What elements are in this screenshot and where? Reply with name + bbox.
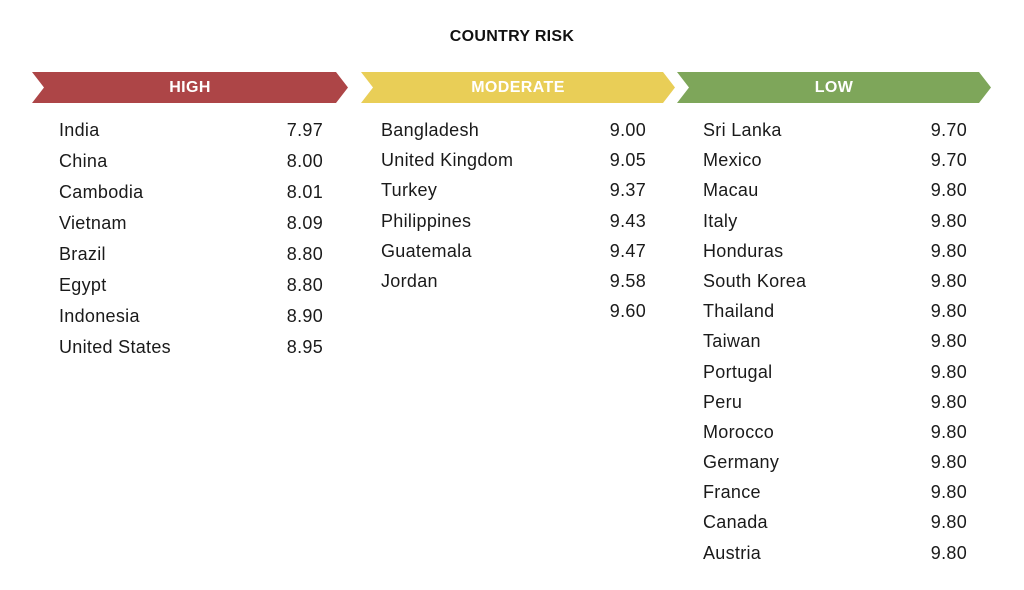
- table-row: Portugal 9.80: [703, 359, 967, 389]
- table-row: Jordan 9.58: [381, 268, 646, 298]
- country-name: Honduras: [703, 240, 784, 261]
- table-row: Thailand 9.80: [703, 298, 967, 328]
- table-row: Italy 9.80: [703, 208, 967, 238]
- risk-score: 8.01: [286, 182, 323, 202]
- table-row: United Kingdom 9.05: [381, 147, 646, 177]
- table-row: France 9.80: [703, 479, 967, 509]
- risk-column-low: LOW Sri Lanka 9.70 Mexico 9.70 Macau 9.80 Ital…: [677, 72, 991, 570]
- risk-rows-low: Sri Lanka 9.70 Mexico 9.70 Macau 9.80 Italy 9.8…: [703, 117, 967, 570]
- country-name: China: [59, 151, 108, 171]
- risk-score: 8.95: [286, 337, 323, 357]
- table-row: China 8.00: [59, 148, 323, 179]
- risk-score: 9.70: [930, 150, 967, 171]
- risk-score: 9.80: [930, 482, 967, 503]
- table-row: Macau 9.80: [703, 177, 967, 207]
- country-name: South Korea: [703, 270, 807, 291]
- risk-score: 8.80: [286, 275, 323, 295]
- risk-column-high: HIGH India 7.97 China 8.00 Cambodia 8.01 Vietn…: [32, 72, 348, 365]
- risk-rows-moderate: Bangladesh 9.00 United Kingdom 9.05 Turkey 9.…: [381, 117, 646, 328]
- country-name: Taiwan: [703, 331, 761, 352]
- table-row: Honduras 9.80: [703, 238, 967, 268]
- country-name: France: [703, 482, 761, 503]
- risk-banner-high: HIGH: [32, 72, 348, 103]
- country-name: United States: [59, 337, 171, 357]
- country-name: Turkey: [381, 180, 438, 201]
- country-name: Indonesia: [59, 306, 140, 326]
- risk-score: 8.00: [286, 151, 323, 171]
- risk-score: 9.43: [609, 210, 646, 231]
- risk-score: 9.80: [930, 270, 967, 291]
- risk-score: 9.80: [930, 331, 967, 352]
- table-row: Turkey 9.37: [381, 177, 646, 207]
- chart-title: COUNTRY RISK: [449, 28, 575, 45]
- country-name: Guatemala: [381, 240, 472, 261]
- risk-score: 9.80: [930, 421, 967, 442]
- country-name: Germany: [703, 452, 780, 473]
- risk-score: 7.97: [286, 120, 323, 140]
- table-row: Brazil 8.80: [59, 241, 323, 272]
- risk-score: 8.80: [286, 244, 323, 264]
- country-name: United Kingdom: [381, 150, 514, 171]
- table-row: Morocco 9.80: [703, 419, 967, 449]
- table-row: Vietnam 8.09: [59, 210, 323, 241]
- risk-score: 9.80: [930, 452, 967, 473]
- risk-score: 9.80: [930, 301, 967, 322]
- risk-column-moderate: MODERATE Bangladesh 9.00 United Kingdom 9.0…: [361, 72, 675, 328]
- risk-score: 9.80: [930, 210, 967, 231]
- table-row: South Korea 9.80: [703, 268, 967, 298]
- risk-score: 9.80: [930, 361, 967, 382]
- risk-score: 9.37: [609, 180, 646, 201]
- table-row: Bangladesh 9.00: [381, 117, 646, 147]
- country-name: Macau: [703, 180, 759, 201]
- country-name: Cambodia: [59, 182, 144, 202]
- table-row: Peru 9.80: [703, 389, 967, 419]
- risk-score: 9.80: [930, 180, 967, 201]
- table-row: India 7.97: [59, 117, 323, 148]
- table-row: Canada 9.80: [703, 509, 967, 539]
- country-name: Portugal: [703, 361, 773, 382]
- risk-score: 9.80: [930, 512, 967, 533]
- table-row: Indonesia 8.90: [59, 303, 323, 334]
- table-row: Sri Lanka 9.70: [703, 117, 967, 147]
- risk-banner-moderate: MODERATE: [361, 72, 675, 103]
- risk-score: 9.80: [930, 391, 967, 412]
- risk-score: 9.60: [609, 301, 646, 322]
- risk-score: 9.58: [609, 270, 646, 291]
- table-row: Egypt 8.80: [59, 272, 323, 303]
- table-row: Guatemala 9.47: [381, 238, 646, 268]
- country-name: Egypt: [59, 275, 107, 295]
- country-name: Sri Lanka: [703, 120, 782, 140]
- risk-rows-high: India 7.97 China 8.00 Cambodia 8.01 Vietnam 8.0…: [59, 117, 323, 365]
- country-name: Italy: [703, 210, 738, 231]
- country-name: Mexico: [703, 150, 762, 171]
- country-name: Bangladesh: [381, 120, 480, 140]
- table-row: United States 8.95: [59, 334, 323, 365]
- country-name: Thailand: [703, 301, 775, 322]
- country-name: Canada: [703, 512, 768, 533]
- table-row: Austria 9.80: [703, 540, 967, 570]
- country-name: Philippines: [381, 210, 472, 231]
- risk-score: 9.47: [609, 240, 646, 261]
- risk-banner-low: LOW: [677, 72, 991, 103]
- table-row: 9.60: [381, 298, 646, 328]
- table-row: Germany 9.80: [703, 449, 967, 479]
- risk-score: 8.90: [286, 306, 323, 326]
- table-row: Mexico 9.70: [703, 147, 967, 177]
- country-name: Jordan: [381, 270, 438, 291]
- risk-score: 9.70: [930, 120, 967, 140]
- table-row: Taiwan 9.80: [703, 328, 967, 358]
- country-name: Morocco: [703, 421, 775, 442]
- risk-score: 9.00: [609, 120, 646, 140]
- risk-score: 9.05: [609, 150, 646, 171]
- risk-score: 9.80: [930, 542, 967, 563]
- risk-score: 8.09: [286, 213, 323, 233]
- table-row: Philippines 9.43: [381, 208, 646, 238]
- country-name: Peru: [703, 391, 743, 412]
- country-name: Vietnam: [59, 213, 127, 233]
- country-name: India: [59, 120, 100, 140]
- table-row: Cambodia 8.01: [59, 179, 323, 210]
- country-name: Brazil: [59, 244, 106, 264]
- country-name: Austria: [703, 542, 762, 563]
- risk-score: 9.80: [930, 240, 967, 261]
